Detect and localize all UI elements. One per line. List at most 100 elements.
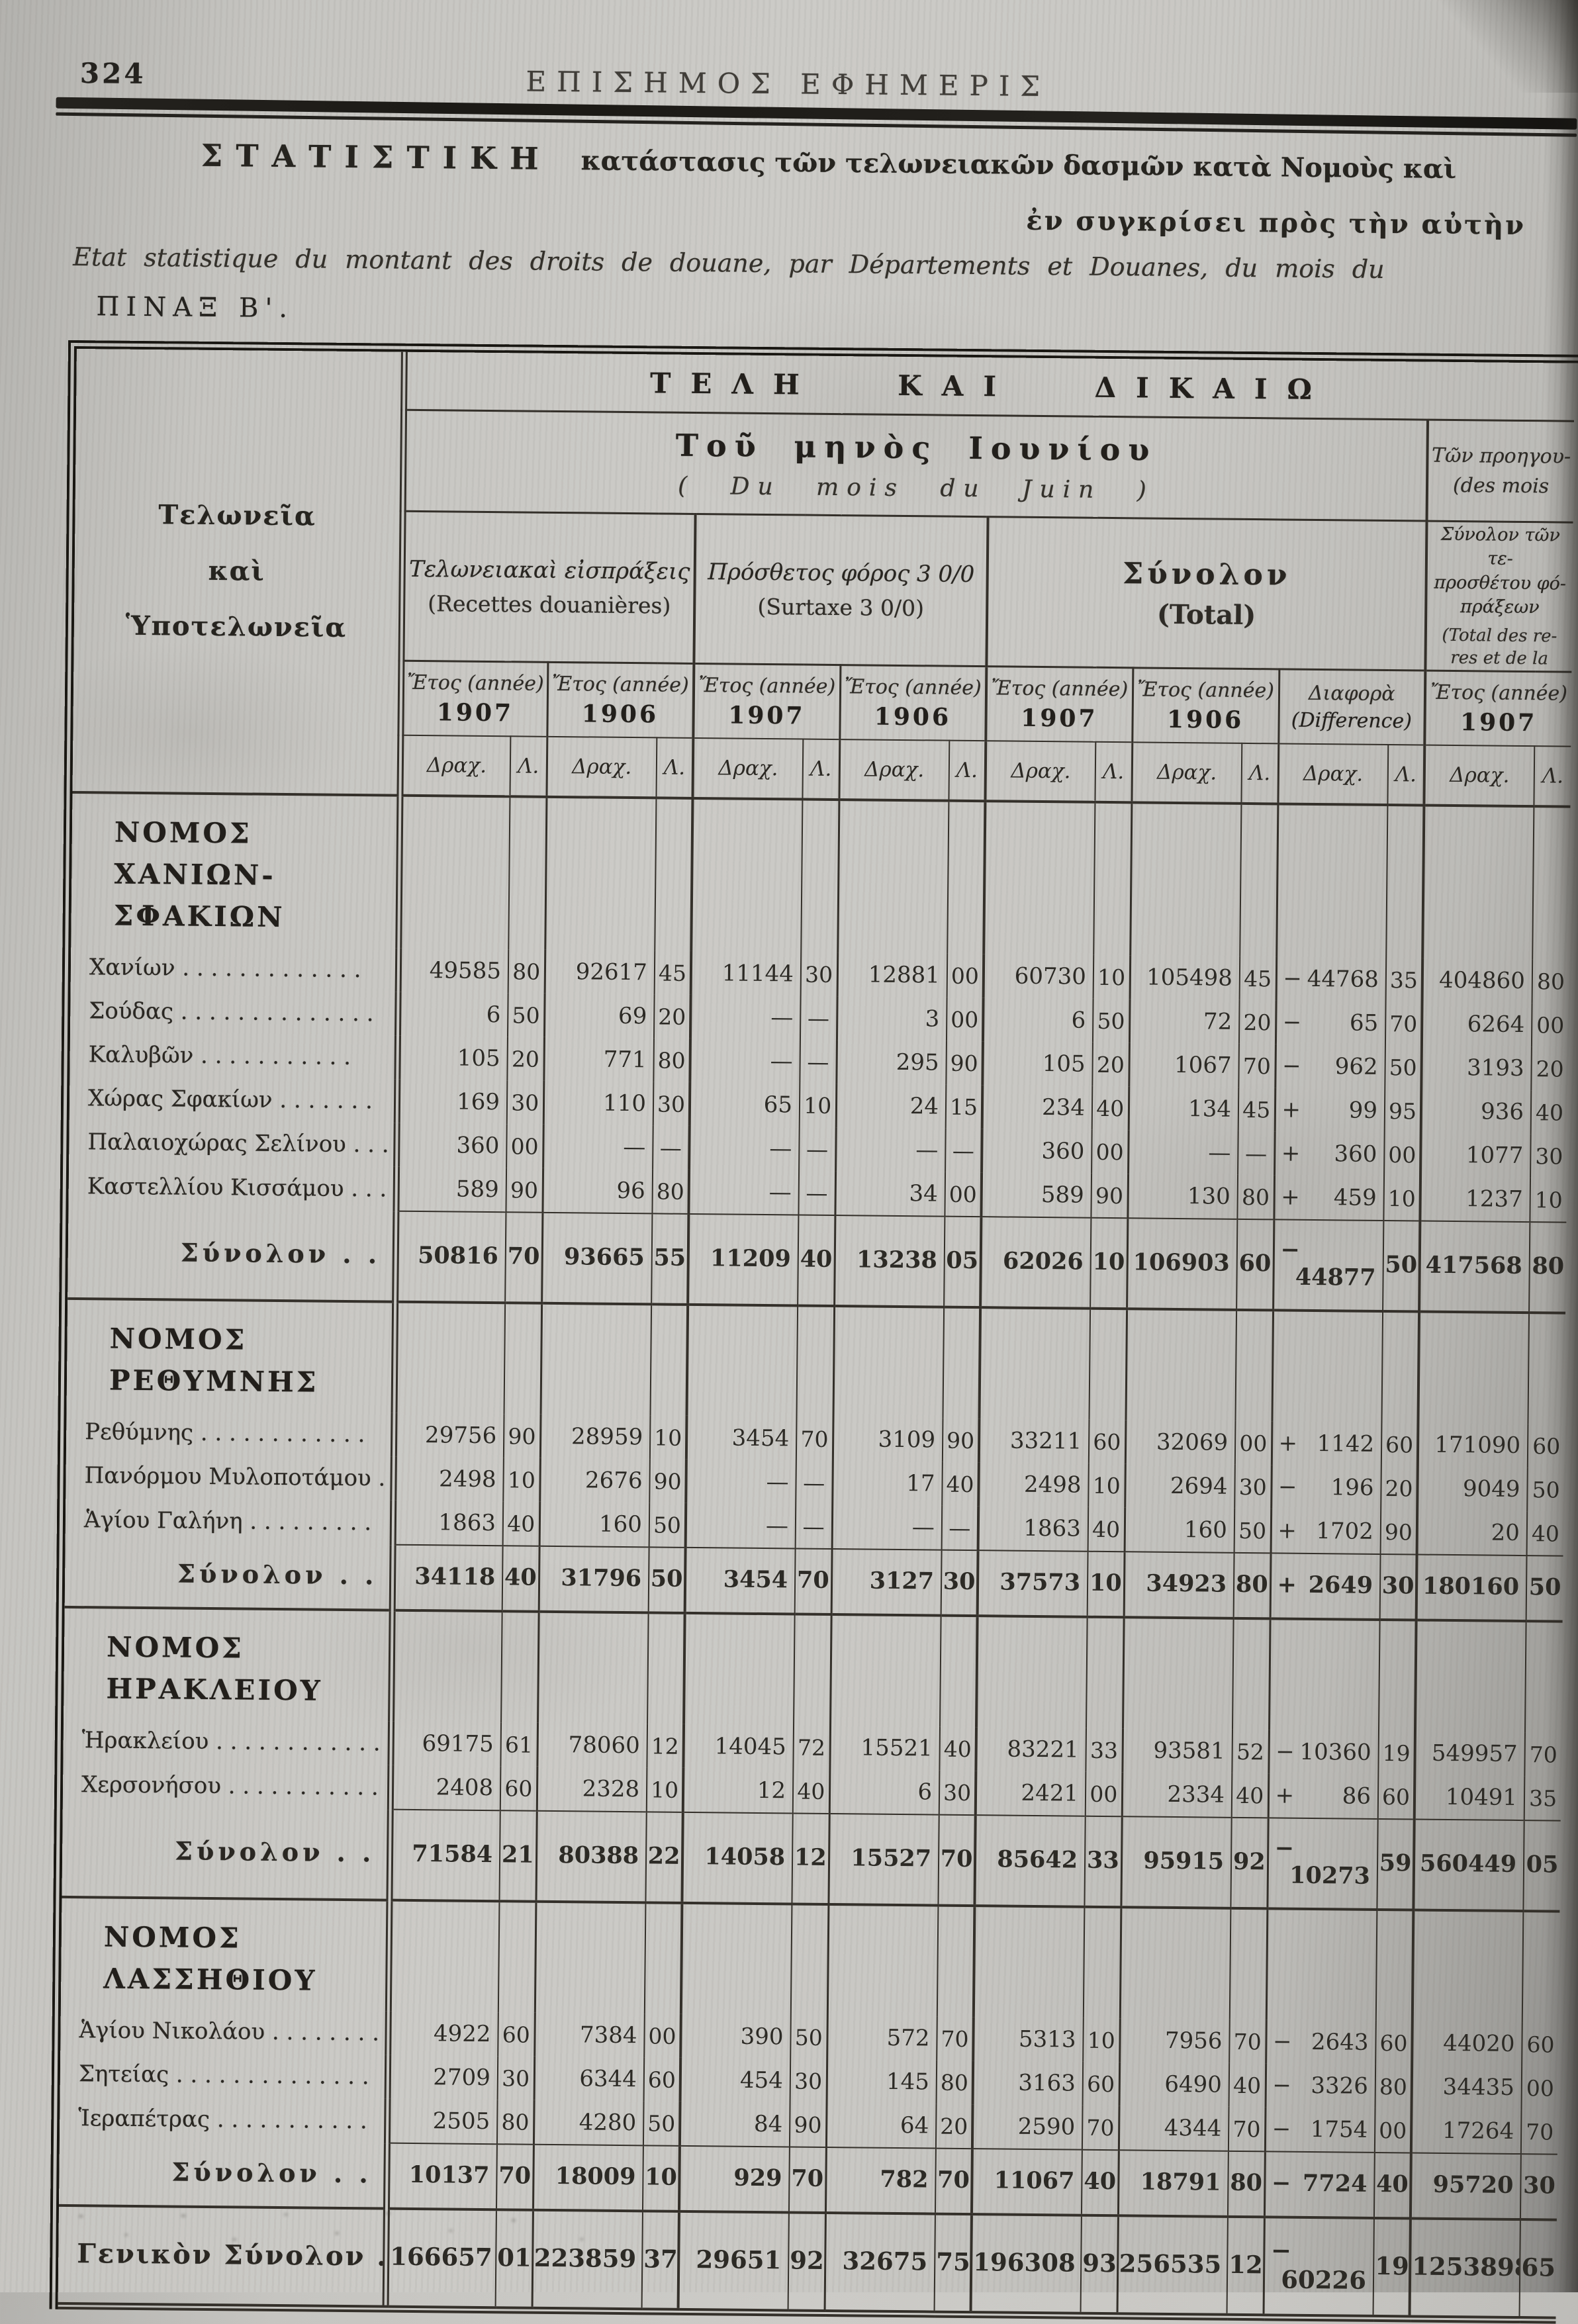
- currency-drachmas-header: Δραχ.: [546, 737, 657, 798]
- title-rest: κατάστασις τῶν τελωνειακῶν δασμῶν κατὰ Ν…: [580, 145, 1456, 185]
- section-heading-row: ΝΟΜΟΣ ΧΑΝΙΩΝ-ΣΦΑΚΙΩΝ: [71, 792, 1570, 960]
- cell-lepta: 10: [1088, 1464, 1125, 1508]
- year-header-4: Ἔτος (année)1907: [986, 667, 1133, 743]
- cell-drachmas: 105: [982, 1042, 1093, 1087]
- cell-drachmas: −1754: [1265, 2108, 1375, 2153]
- cell-lepta: 00: [945, 1172, 982, 1217]
- total-cell-drachmas: 31796: [539, 1546, 649, 1613]
- cell-drachmas: 771: [543, 1037, 654, 1082]
- cell-drachmas: 1863: [978, 1506, 1089, 1552]
- section-heading: ΝΟΜΟΣ ΛΑΣΣΗΘΙΟΥ: [61, 1897, 390, 2012]
- difference-sign: −: [1272, 2169, 1291, 2196]
- cell-drachmas: 936: [1421, 1090, 1532, 1135]
- cell-drachmas: 572: [827, 2016, 937, 2061]
- row-label: Ἁγίου Γαλήνη . . . . . . . . .: [66, 1497, 394, 1545]
- total-cell-drachmas: 18791: [1118, 2151, 1229, 2217]
- currency-drachmas-header: Δραχ.: [839, 739, 949, 801]
- cell-lepta: 40: [942, 1462, 979, 1507]
- group-total: Σύνολον (Total): [986, 517, 1426, 671]
- cell-drachmas: 2694: [1125, 1464, 1235, 1509]
- empty-cell: [684, 1613, 795, 1726]
- row-label: Καλυβῶν . . . . . . . . . . .: [70, 1033, 398, 1080]
- cell-lepta: 10: [650, 1416, 687, 1460]
- cell-drachmas: —: [543, 1125, 653, 1170]
- currency-lepta-header: Λ.: [1095, 742, 1132, 803]
- cell-drachmas: 4280: [534, 2100, 644, 2146]
- cell-drachmas: 17: [832, 1461, 943, 1506]
- total-cell-drachmas: 3127: [831, 1549, 942, 1616]
- month-greek: Τοῦ μηνὸς Ιουνίου: [407, 424, 1425, 470]
- difference-sign: −: [1272, 2072, 1291, 2099]
- cell-lepta: 72: [793, 1726, 830, 1770]
- difference-sign: −: [1272, 2116, 1291, 2143]
- cell-drachmas: 6490: [1119, 2063, 1230, 2108]
- year-header-3: Ἔτος (année)1906: [839, 665, 986, 741]
- cell-lepta: 70: [1238, 1044, 1276, 1088]
- cell-drachmas: 78060: [537, 1723, 647, 1768]
- difference-sign: −: [1278, 1474, 1297, 1501]
- cell-drachmas: 2498: [978, 1462, 1089, 1507]
- cell-drachmas: 7384: [534, 2013, 645, 2058]
- grand-total-cell-drachmas: 256535: [1117, 2216, 1227, 2317]
- section-total-label: Σύνολον . . . .: [65, 1542, 393, 1610]
- total-cell-lepta: 70: [789, 2147, 826, 2213]
- difference-sign: +: [1281, 1140, 1301, 1167]
- cell-lepta: 33: [1086, 1728, 1123, 1773]
- section-heading: ΝΟΜΟΣ ΧΑΝΙΩΝ-ΣΦΑΚΙΩΝ: [71, 792, 400, 949]
- total-cell-lepta: 10: [643, 2146, 680, 2212]
- difference-sign: +: [1277, 1518, 1297, 1544]
- cell-lepta: 70: [1229, 2107, 1266, 2152]
- cell-lepta: 30: [1234, 1465, 1272, 1509]
- cell-drachmas: +360: [1274, 1132, 1385, 1177]
- empty-cell: [1084, 1907, 1121, 2019]
- empty-cell: [1123, 1618, 1234, 1730]
- empty-cell: [498, 1902, 536, 2014]
- total-cell-drachmas: 929: [679, 2146, 790, 2213]
- total-cell-drachmas: 15527: [828, 1814, 939, 1906]
- empty-cell: [1386, 805, 1424, 958]
- empty-cell: [974, 1906, 1085, 2018]
- cell-lepta: 50: [790, 2016, 827, 2060]
- grand-total-cell-lepta: 92: [788, 2213, 825, 2313]
- cell-lepta: 40: [1092, 1086, 1129, 1131]
- cell-drachmas: 2328: [537, 1767, 647, 1812]
- cell-drachmas: 160: [1125, 1508, 1235, 1554]
- difference-sign: −: [1282, 1053, 1301, 1080]
- empty-cell: [1381, 1311, 1419, 1423]
- group-recettes-gr: Τελωνειακαὶ εἰσπράξεις: [406, 556, 693, 585]
- year-value: 1906: [549, 700, 692, 729]
- cell-drachmas: 2709: [388, 2055, 498, 2100]
- cell-drachmas: 2590: [972, 2104, 1083, 2150]
- stub-header: Τελωνεῖα καὶ Ὑποτελωνεῖα: [73, 349, 404, 796]
- difference-sign: −: [1275, 1835, 1295, 1862]
- empty-cell: [1086, 1617, 1124, 1729]
- cell-lepta: —: [1238, 1131, 1275, 1176]
- group-total-fr: (Total): [989, 597, 1424, 632]
- cell-drachmas: 2408: [391, 1765, 501, 1811]
- cell-lepta: —: [798, 1171, 835, 1216]
- cell-lepta: 50: [1385, 1045, 1422, 1090]
- cell-lepta: 60: [1375, 2021, 1413, 2065]
- cell-drachmas: 6: [983, 998, 1093, 1043]
- total-cell-lepta: 80: [1234, 1553, 1271, 1619]
- empty-cell: [1093, 802, 1131, 956]
- empty-cell: [794, 1614, 831, 1726]
- year-header-0: Ἔτος (année)1907: [400, 661, 547, 737]
- year-header-2: Ἔτος (année)1907: [693, 664, 840, 740]
- currency-lepta-header: Λ.: [1241, 743, 1278, 804]
- empty-cell: [1125, 1309, 1236, 1422]
- cell-drachmas: 1077: [1420, 1133, 1531, 1178]
- currency-drachmas-header: Δραχ.: [692, 738, 803, 800]
- cell-drachmas: 6344: [534, 2057, 645, 2102]
- empty-cell: [940, 1616, 978, 1728]
- cell-lepta: 19: [1378, 1731, 1415, 1775]
- cell-lepta: —: [799, 1127, 836, 1172]
- section-heading: ΝΟΜΟΣ ΡΕΘΥΜΝΗΣ: [67, 1299, 396, 1413]
- empty-cell: [389, 1900, 500, 2013]
- empty-cell: [647, 1613, 685, 1725]
- total-cell-lepta: 60: [1236, 1219, 1274, 1311]
- currency-lepta-header: Λ.: [949, 741, 986, 802]
- grand-total-cell-drachmas: 1253898: [1409, 2219, 1520, 2320]
